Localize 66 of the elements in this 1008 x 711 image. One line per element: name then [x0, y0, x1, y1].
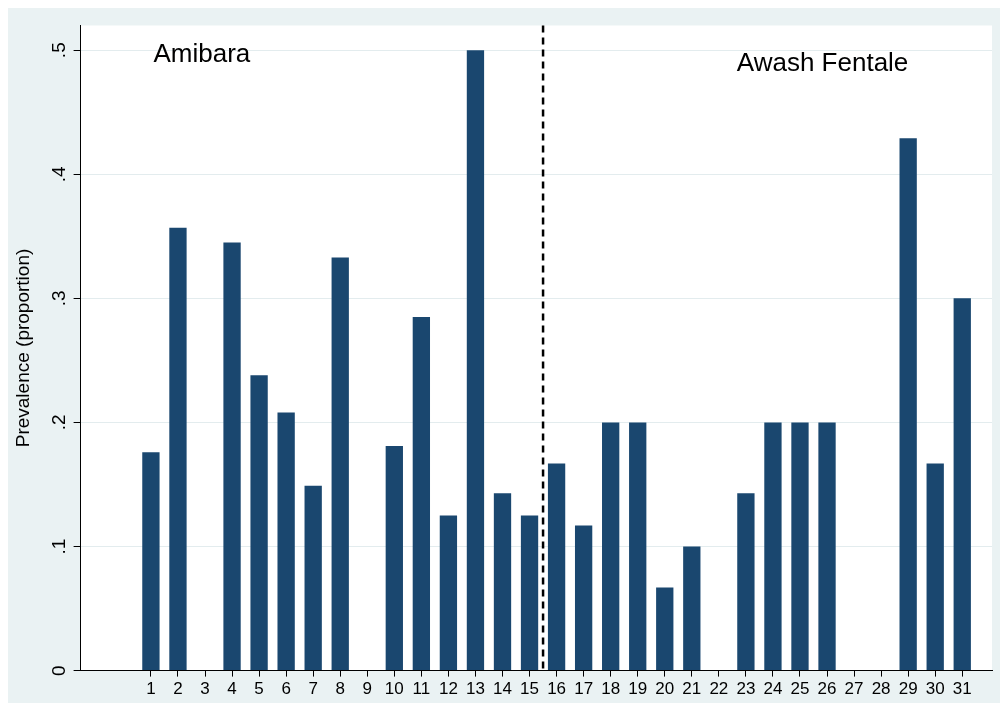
bar — [899, 138, 917, 671]
x-tick-label: 31 — [952, 679, 972, 699]
y-tick-label: .2 — [47, 414, 69, 431]
x-tick-label: 27 — [844, 679, 864, 699]
bar — [439, 515, 458, 671]
bar — [169, 227, 187, 671]
x-tick-label: 28 — [871, 679, 891, 699]
y-tick-label: .4 — [47, 165, 69, 183]
x-tick-label: 15 — [520, 679, 539, 699]
bar — [385, 446, 403, 671]
y-tick-label: .3 — [47, 290, 69, 307]
bar — [493, 493, 512, 671]
bar — [223, 242, 241, 671]
bar — [602, 422, 620, 671]
x-tick-label: 7 — [308, 679, 318, 699]
y-tick-label: .1 — [47, 538, 69, 555]
bar — [953, 298, 971, 671]
x-tick-label: 3 — [200, 679, 210, 699]
x-tick-label: 5 — [254, 679, 264, 699]
annotation: Amibara — [153, 37, 251, 68]
y-tick-label: 0 — [47, 665, 69, 676]
x-tick-label: 26 — [817, 679, 837, 699]
x-tick-label: 13 — [465, 679, 485, 699]
bar — [520, 515, 539, 671]
bar — [791, 422, 809, 671]
x-tick-label: 21 — [682, 679, 702, 699]
bar — [737, 493, 755, 671]
x-tick-label: 4 — [227, 679, 237, 699]
bar — [304, 485, 322, 671]
bar — [250, 375, 268, 671]
x-tick-label: 30 — [925, 679, 945, 699]
bar — [277, 412, 295, 671]
bar — [412, 316, 431, 671]
x-tick-label: 24 — [763, 679, 783, 699]
bar — [764, 422, 782, 671]
annotation: Awash Fentale — [736, 47, 909, 78]
bar — [926, 463, 944, 671]
bar — [683, 546, 701, 671]
x-tick-label: 2 — [173, 679, 183, 699]
x-tick-label: 6 — [281, 679, 291, 699]
bar — [142, 452, 160, 671]
y-axis-title: Prevalence (proportion) — [11, 248, 33, 448]
y-tick-label: .5 — [47, 42, 69, 59]
bar — [331, 257, 349, 671]
bar — [547, 463, 566, 671]
bar — [574, 525, 593, 671]
bar — [466, 50, 485, 671]
x-tick-label: 20 — [655, 679, 675, 699]
x-tick-label: 18 — [601, 679, 621, 699]
x-tick-label: 11 — [412, 679, 431, 699]
x-tick-label: 12 — [438, 679, 458, 699]
x-tick-label: 9 — [362, 679, 373, 699]
x-tick-label: 17 — [574, 679, 594, 699]
x-tick-label: 29 — [898, 679, 918, 699]
x-tick-label: 23 — [736, 679, 756, 699]
x-tick-label: 10 — [384, 679, 404, 699]
bar — [629, 422, 647, 671]
x-tick-label: 8 — [335, 679, 345, 699]
bar — [656, 587, 674, 671]
x-tick-label: 16 — [547, 679, 567, 699]
x-tick-label: 19 — [628, 679, 648, 699]
x-tick-label: 1 — [146, 679, 156, 699]
bar — [818, 422, 836, 671]
x-tick-label: 25 — [790, 679, 810, 699]
x-tick-label: 22 — [709, 679, 729, 699]
x-tick-label: 14 — [493, 679, 512, 699]
